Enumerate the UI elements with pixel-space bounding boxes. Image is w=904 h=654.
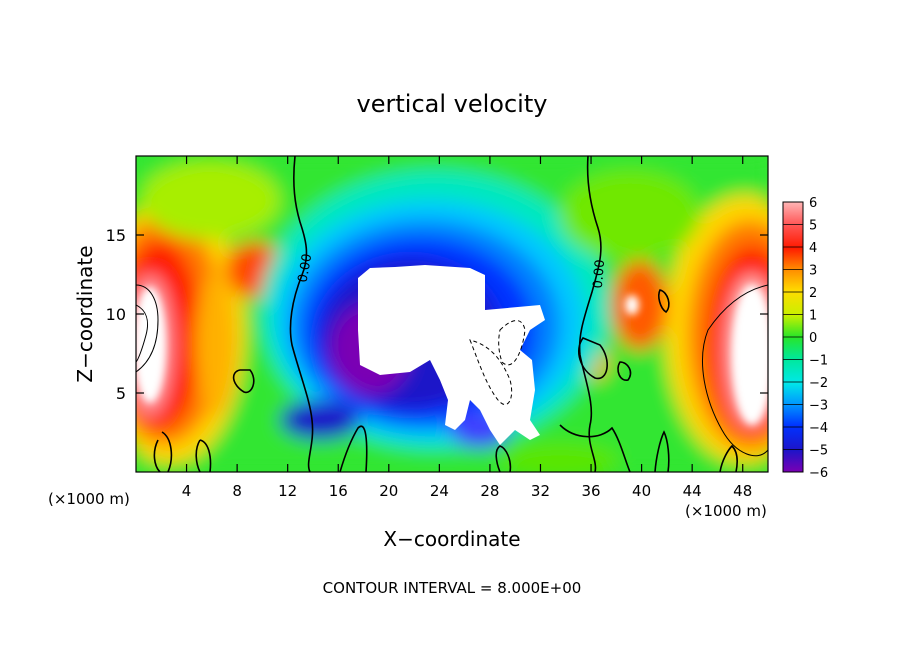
y-axis: 5 10 15 — [106, 226, 768, 403]
colorbar-tick-label: −1 — [809, 354, 828, 369]
x-unit-label-left: (×1000 m) — [48, 490, 130, 508]
negative-contours — [469, 320, 526, 405]
x-tick-label: 44 — [683, 482, 702, 500]
x-tick-label: 16 — [329, 482, 348, 500]
x-tick-label: 40 — [632, 482, 651, 500]
colorbar-tick-label: 6 — [809, 196, 817, 211]
y-axis-label: Z−coordinate — [73, 245, 97, 382]
zero-contour-right — [578, 156, 602, 472]
x-tick-label: 24 — [430, 482, 449, 500]
colorbar-tick-label: −4 — [809, 421, 828, 436]
contour-lines-thin — [136, 284, 768, 457]
colorbar-tick-label: 0 — [809, 331, 817, 346]
colorbar-tick-label: −6 — [809, 466, 828, 481]
x-tick-label: 48 — [733, 482, 752, 500]
contour-label-right: 0.00 — [591, 259, 608, 289]
contour-labels: 0.00 0.00 — [296, 253, 609, 290]
x-axis: 4 8 12 16 20 24 28 32 36 40 44 48 — [182, 156, 752, 500]
y-tick-label: 15 — [106, 226, 126, 245]
colorbar-tick-label: −3 — [809, 399, 828, 414]
contour-label-left: 0.00 — [296, 253, 316, 284]
x-axis-label: X−coordinate — [383, 527, 520, 551]
colorbar: 6 5 4 3 2 1 0 −1 −2 −3 −4 −5 −6 — [782, 196, 828, 481]
heatmap-field — [136, 156, 768, 472]
colorbar-tick-label: −5 — [809, 444, 828, 459]
colorbar-tick-label: 5 — [809, 219, 817, 234]
contour-lines — [153, 156, 738, 472]
colorbar-tick-label: 4 — [809, 241, 817, 256]
zero-contour-left — [289, 156, 314, 472]
y-tick-label: 5 — [116, 384, 126, 403]
colorbar-tick-label: −2 — [809, 376, 828, 391]
colorbar-ticks: 6 5 4 3 2 1 0 −1 −2 −3 −4 −5 −6 — [783, 196, 828, 481]
x-unit-label-right: (×1000 m) — [685, 502, 767, 520]
x-tick-label: 28 — [480, 482, 499, 500]
contour-interval-note: CONTOUR INTERVAL = 8.000E+00 — [323, 579, 582, 597]
y-tick-label: 10 — [106, 305, 126, 324]
x-tick-label: 20 — [379, 482, 398, 500]
x-tick-label: 32 — [531, 482, 550, 500]
x-tick-label: 8 — [232, 482, 242, 500]
colorbar-tick-label: 1 — [809, 309, 817, 324]
chart-title: vertical velocity — [357, 90, 548, 118]
x-tick-label: 4 — [182, 482, 192, 500]
colorbar-tick-label: 2 — [809, 286, 817, 301]
x-tick-label: 12 — [278, 482, 297, 500]
colorbar-tick-label: 3 — [809, 264, 817, 279]
x-tick-label: 36 — [581, 482, 600, 500]
